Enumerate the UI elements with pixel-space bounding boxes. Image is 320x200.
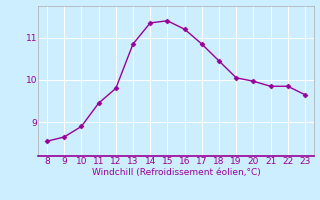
X-axis label: Windchill (Refroidissement éolien,°C): Windchill (Refroidissement éolien,°C) bbox=[92, 168, 260, 177]
